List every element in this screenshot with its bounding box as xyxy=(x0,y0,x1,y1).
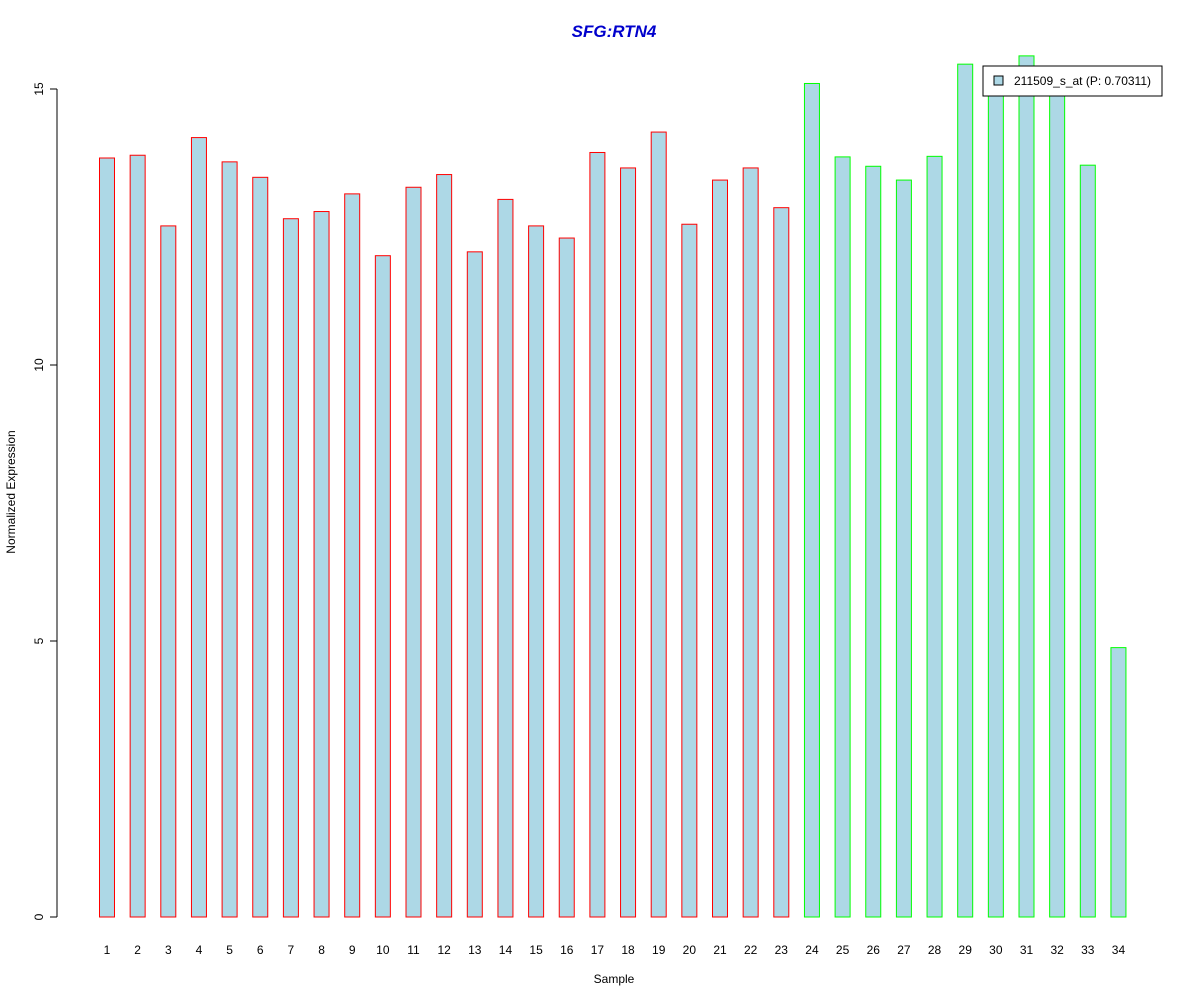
x-tick-label: 12 xyxy=(437,943,451,957)
x-tick-label: 24 xyxy=(805,943,819,957)
x-tick-label: 25 xyxy=(836,943,850,957)
y-tick-label: 10 xyxy=(32,358,46,372)
bar-sample-26 xyxy=(865,165,882,918)
x-tick-label: 18 xyxy=(621,943,635,957)
bar-sample-32 xyxy=(1049,85,1066,918)
x-tick-label: 27 xyxy=(897,943,911,957)
x-tick-label: 4 xyxy=(196,943,203,957)
bar-sample-15 xyxy=(528,225,545,918)
x-tick-label: 21 xyxy=(713,943,727,957)
bar-sample-31 xyxy=(1018,55,1035,918)
y-axis-label: Normalized Expression xyxy=(4,430,18,553)
bar-sample-18 xyxy=(620,167,637,918)
bar-sample-19 xyxy=(650,131,667,918)
x-tick-label: 22 xyxy=(744,943,758,957)
x-tick-label: 9 xyxy=(349,943,356,957)
x-tick-label: 13 xyxy=(468,943,482,957)
x-tick-label: 2 xyxy=(134,943,141,957)
x-tick-label: 23 xyxy=(775,943,789,957)
x-tick-label: 7 xyxy=(288,943,295,957)
bar-sample-29 xyxy=(957,63,974,918)
x-tick-label: 10 xyxy=(376,943,390,957)
y-tick-label: 15 xyxy=(32,82,46,96)
bar-sample-8 xyxy=(313,211,330,918)
bar-sample-10 xyxy=(374,255,391,918)
y-tick-label: 0 xyxy=(32,913,46,920)
y-axis: 0 5 10 15 xyxy=(32,82,58,920)
x-tick-label: 15 xyxy=(529,943,543,957)
bar-sample-33 xyxy=(1079,164,1096,918)
bar-sample-9 xyxy=(344,193,361,918)
x-tick-label: 5 xyxy=(226,943,233,957)
bar-sample-1 xyxy=(99,157,115,918)
legend-swatch xyxy=(993,75,1004,86)
bar-sample-21 xyxy=(712,179,728,918)
x-tick-label: 33 xyxy=(1081,943,1095,957)
bar-sample-7 xyxy=(282,218,299,918)
bar-sample-4 xyxy=(190,137,207,918)
bar-sample-13 xyxy=(466,251,483,918)
bar-sample-23 xyxy=(773,207,790,918)
bars xyxy=(99,55,1127,918)
x-tick-label: 3 xyxy=(165,943,172,957)
bar-sample-24 xyxy=(803,82,820,918)
legend-label: 211509_s_at (P: 0.70311) xyxy=(1014,74,1151,88)
x-tick-label: 17 xyxy=(591,943,605,957)
x-tick-label: 19 xyxy=(652,943,666,957)
bar-sample-14 xyxy=(497,198,514,918)
x-tick-label: 32 xyxy=(1050,943,1064,957)
x-tick-label: 1 xyxy=(104,943,111,957)
x-tick-label: 31 xyxy=(1020,943,1034,957)
bar-sample-16 xyxy=(558,237,575,918)
legend-box xyxy=(982,65,1163,97)
y-tick-label: 5 xyxy=(32,637,46,644)
bar-sample-17 xyxy=(589,151,606,918)
x-tick-label: 6 xyxy=(257,943,264,957)
x-tick-label: 8 xyxy=(318,943,325,957)
bar-sample-28 xyxy=(926,155,943,918)
x-tick-label: 28 xyxy=(928,943,942,957)
bar-sample-34 xyxy=(1110,647,1127,918)
bar-sample-25 xyxy=(834,156,851,918)
chart-title: SFG:RTN4 xyxy=(572,22,657,41)
x-tick-label: 14 xyxy=(499,943,513,957)
x-tick-label: 30 xyxy=(989,943,1003,957)
bar-sample-22 xyxy=(742,167,759,918)
legend: 211509_s_at (P: 0.70311) xyxy=(982,65,1163,97)
bar-sample-11 xyxy=(405,186,422,918)
x-tick-label: 26 xyxy=(867,943,881,957)
bar-sample-30 xyxy=(987,87,1004,918)
x-tick-label: 16 xyxy=(560,943,574,957)
x-axis-label: Sample xyxy=(594,972,635,986)
bar-sample-2 xyxy=(129,154,146,918)
x-tick-label: 20 xyxy=(683,943,697,957)
x-tick-label: 34 xyxy=(1112,943,1126,957)
x-tick-label: 11 xyxy=(407,943,420,957)
bar-sample-6 xyxy=(252,176,269,918)
bar-sample-3 xyxy=(160,225,177,918)
bar-sample-5 xyxy=(221,161,238,918)
x-tick-labels: 1 2 3 4 5 6 7 8 9 10 11 12 13 14 15 16 17 18 19 20 21 22 23 24 2… xyxy=(104,943,1126,957)
bar-sample-27 xyxy=(895,179,912,918)
bar-sample-20 xyxy=(681,223,698,918)
bar-sample-12 xyxy=(436,174,453,918)
x-tick-label: 29 xyxy=(959,943,973,957)
